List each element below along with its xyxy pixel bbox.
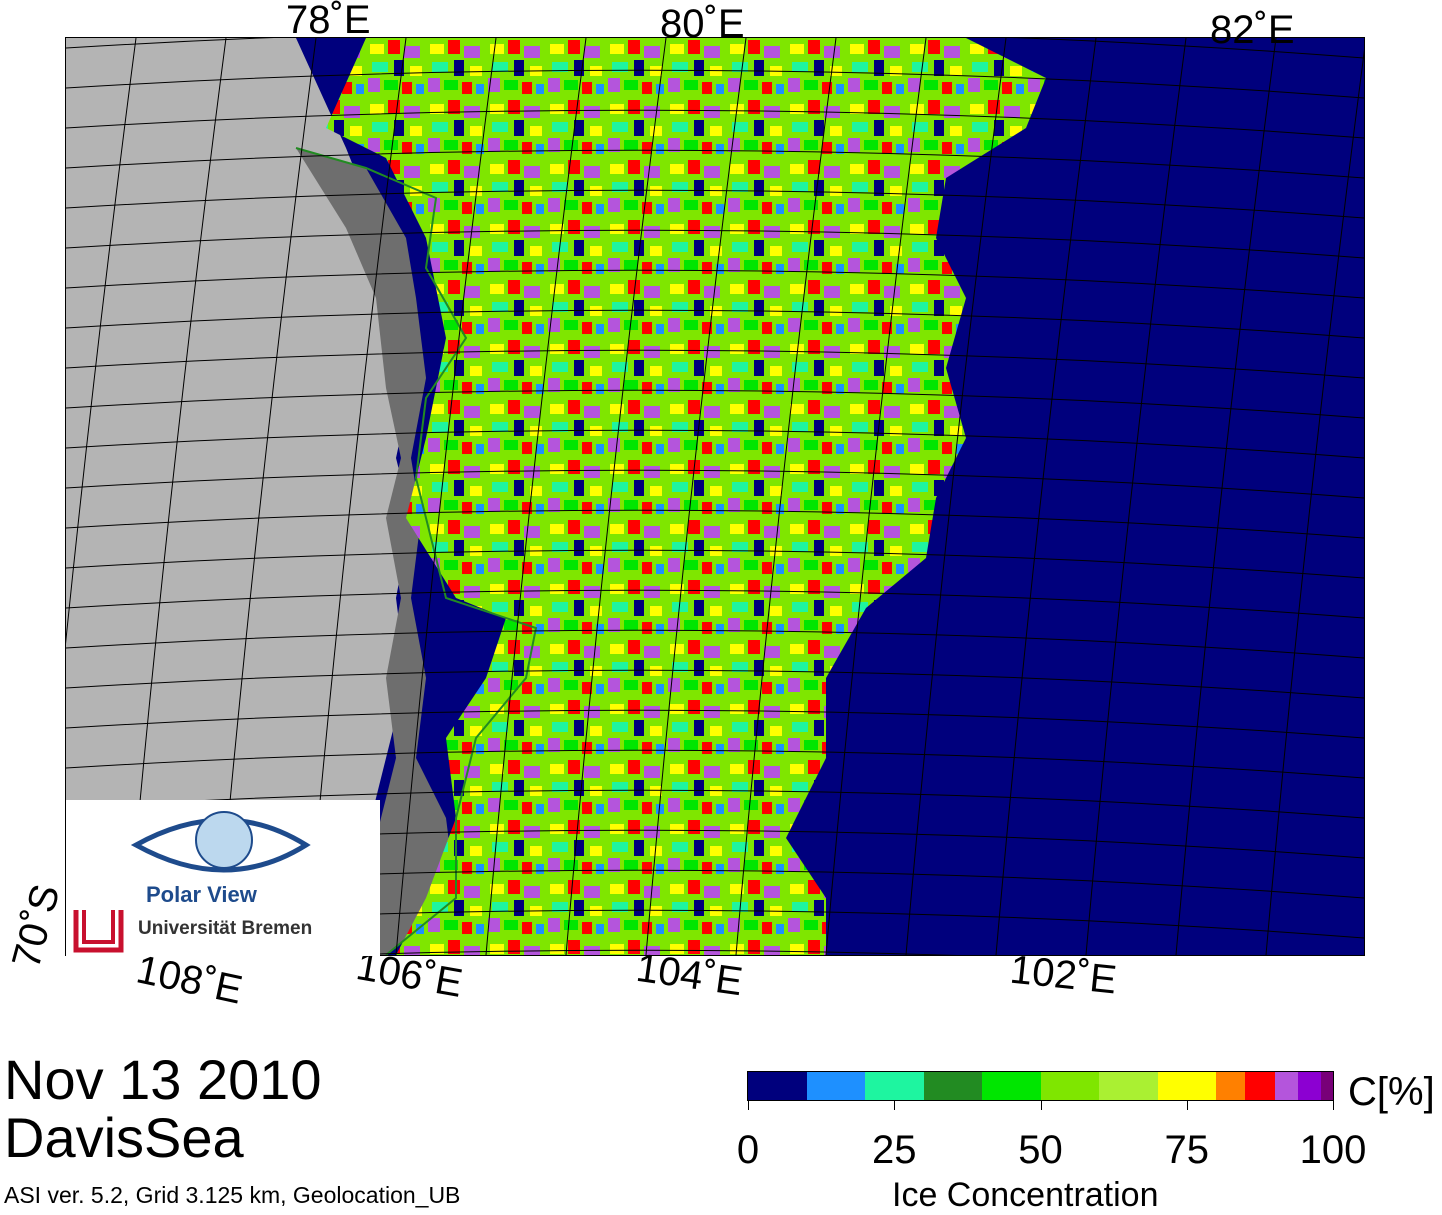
colorbar-tick-label: 75 xyxy=(1164,1128,1210,1172)
graticule-parallel xyxy=(66,549,1364,579)
colorbar-unit: C[%] xyxy=(1348,1070,1435,1114)
polar-view-logo: Polar View Universität Bremen xyxy=(66,800,380,956)
graticule-meridian xyxy=(995,38,1097,955)
map-canvas xyxy=(66,38,1364,955)
lon-label-102e: 102˚E xyxy=(1007,947,1119,1003)
graticule-meridian xyxy=(1265,49,1364,955)
graticule-meridian xyxy=(735,38,837,955)
graticule-parallel xyxy=(66,469,1364,499)
colorbar-segment xyxy=(806,1072,865,1100)
product-meta: ASI ver. 5.2, Grid 3.125 km, Geolocation… xyxy=(4,1182,461,1208)
graticule-parallel xyxy=(66,69,1364,99)
graticule-parallel xyxy=(66,589,1364,619)
colorbar-segment xyxy=(923,1072,982,1100)
graticule-meridian xyxy=(1175,38,1277,955)
date-title: Nov 13 2010 xyxy=(4,1048,322,1111)
colorbar xyxy=(747,1071,1334,1101)
graticule-parallel xyxy=(66,429,1364,459)
graticule-meridian xyxy=(395,38,497,955)
colorbar-tick-label: 100 xyxy=(1299,1128,1367,1172)
logo-polar-view-text: Polar View xyxy=(146,882,257,907)
graticule-parallel xyxy=(66,109,1364,139)
lon-label-108e: 108˚E xyxy=(132,947,247,1013)
colorbar-segment xyxy=(1245,1072,1275,1100)
colorbar-segment xyxy=(1297,1072,1322,1100)
colorbar-tick xyxy=(1333,1100,1334,1110)
graticule-parallel xyxy=(66,229,1364,259)
graticule-meridian xyxy=(645,38,747,955)
graticule-parallel xyxy=(66,389,1364,419)
lon-label-82e: 82˚E xyxy=(1210,8,1295,52)
graticule-parallel xyxy=(66,189,1364,219)
graticule-parallel xyxy=(329,949,958,955)
colorbar-tick-label: 25 xyxy=(872,1128,917,1172)
graticule-parallel xyxy=(66,38,1364,59)
graticule-meridian xyxy=(905,38,1007,955)
graticule-parallel xyxy=(66,309,1364,339)
graticule-meridian xyxy=(1085,38,1187,955)
colorbar-segment xyxy=(1321,1072,1333,1100)
graticule-parallel xyxy=(66,789,1364,819)
graticule-parallel xyxy=(66,269,1364,299)
colorbar-segment xyxy=(1099,1072,1158,1100)
colorbar-segment xyxy=(1216,1072,1246,1100)
colorbar-tick-label: 50 xyxy=(1018,1128,1063,1172)
colorbar-segment xyxy=(1157,1072,1216,1100)
lon-label-78e: 78˚E xyxy=(286,0,371,42)
graticule-meridian xyxy=(66,38,137,645)
lon-label-104e: 104˚E xyxy=(633,945,746,1005)
colorbar-segment xyxy=(982,1072,1041,1100)
colorbar-tick-label: 0 xyxy=(736,1128,760,1172)
coastline xyxy=(295,147,538,955)
lon-label-80e: 80˚E xyxy=(660,2,745,46)
colorbar-segment xyxy=(1040,1072,1099,1100)
region-title: DavisSea xyxy=(4,1106,244,1169)
graticule-parallel xyxy=(66,349,1364,379)
graticule-parallel xyxy=(66,149,1364,179)
graticule-meridian xyxy=(565,38,667,955)
graticule xyxy=(66,38,1364,955)
eye-logo-icon xyxy=(73,811,311,953)
graticule-parallel xyxy=(66,629,1364,659)
lat-label-70s: 70˚S xyxy=(4,879,69,973)
graticule-parallel xyxy=(66,669,1364,699)
colorbar-tick xyxy=(748,1100,749,1110)
colorbar-tick xyxy=(894,1100,896,1110)
antarctic-land xyxy=(66,38,411,955)
colorbar-tick xyxy=(1040,1100,1042,1110)
graticule-meridian xyxy=(485,38,587,955)
colorbar-title: Ice Concentration xyxy=(892,1176,1159,1214)
colorbar-tick xyxy=(1186,1100,1188,1110)
colorbar-segment xyxy=(748,1072,807,1100)
graticule-parallel xyxy=(66,749,1364,779)
colorbar-segment xyxy=(865,1072,924,1100)
graticule-parallel xyxy=(66,709,1364,739)
colorbar-segment xyxy=(1274,1072,1298,1100)
graticule-meridian xyxy=(825,38,927,955)
logo-university-text: Universität Bremen xyxy=(138,918,313,939)
